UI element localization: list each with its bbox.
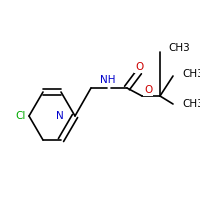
Text: NH: NH: [100, 75, 116, 85]
Text: N: N: [56, 111, 64, 121]
Text: CH3: CH3: [182, 99, 200, 109]
Text: O: O: [135, 62, 143, 72]
Text: CH3: CH3: [168, 43, 190, 53]
Text: Cl: Cl: [16, 111, 26, 121]
Text: O: O: [144, 85, 152, 95]
Text: CH3: CH3: [182, 69, 200, 79]
